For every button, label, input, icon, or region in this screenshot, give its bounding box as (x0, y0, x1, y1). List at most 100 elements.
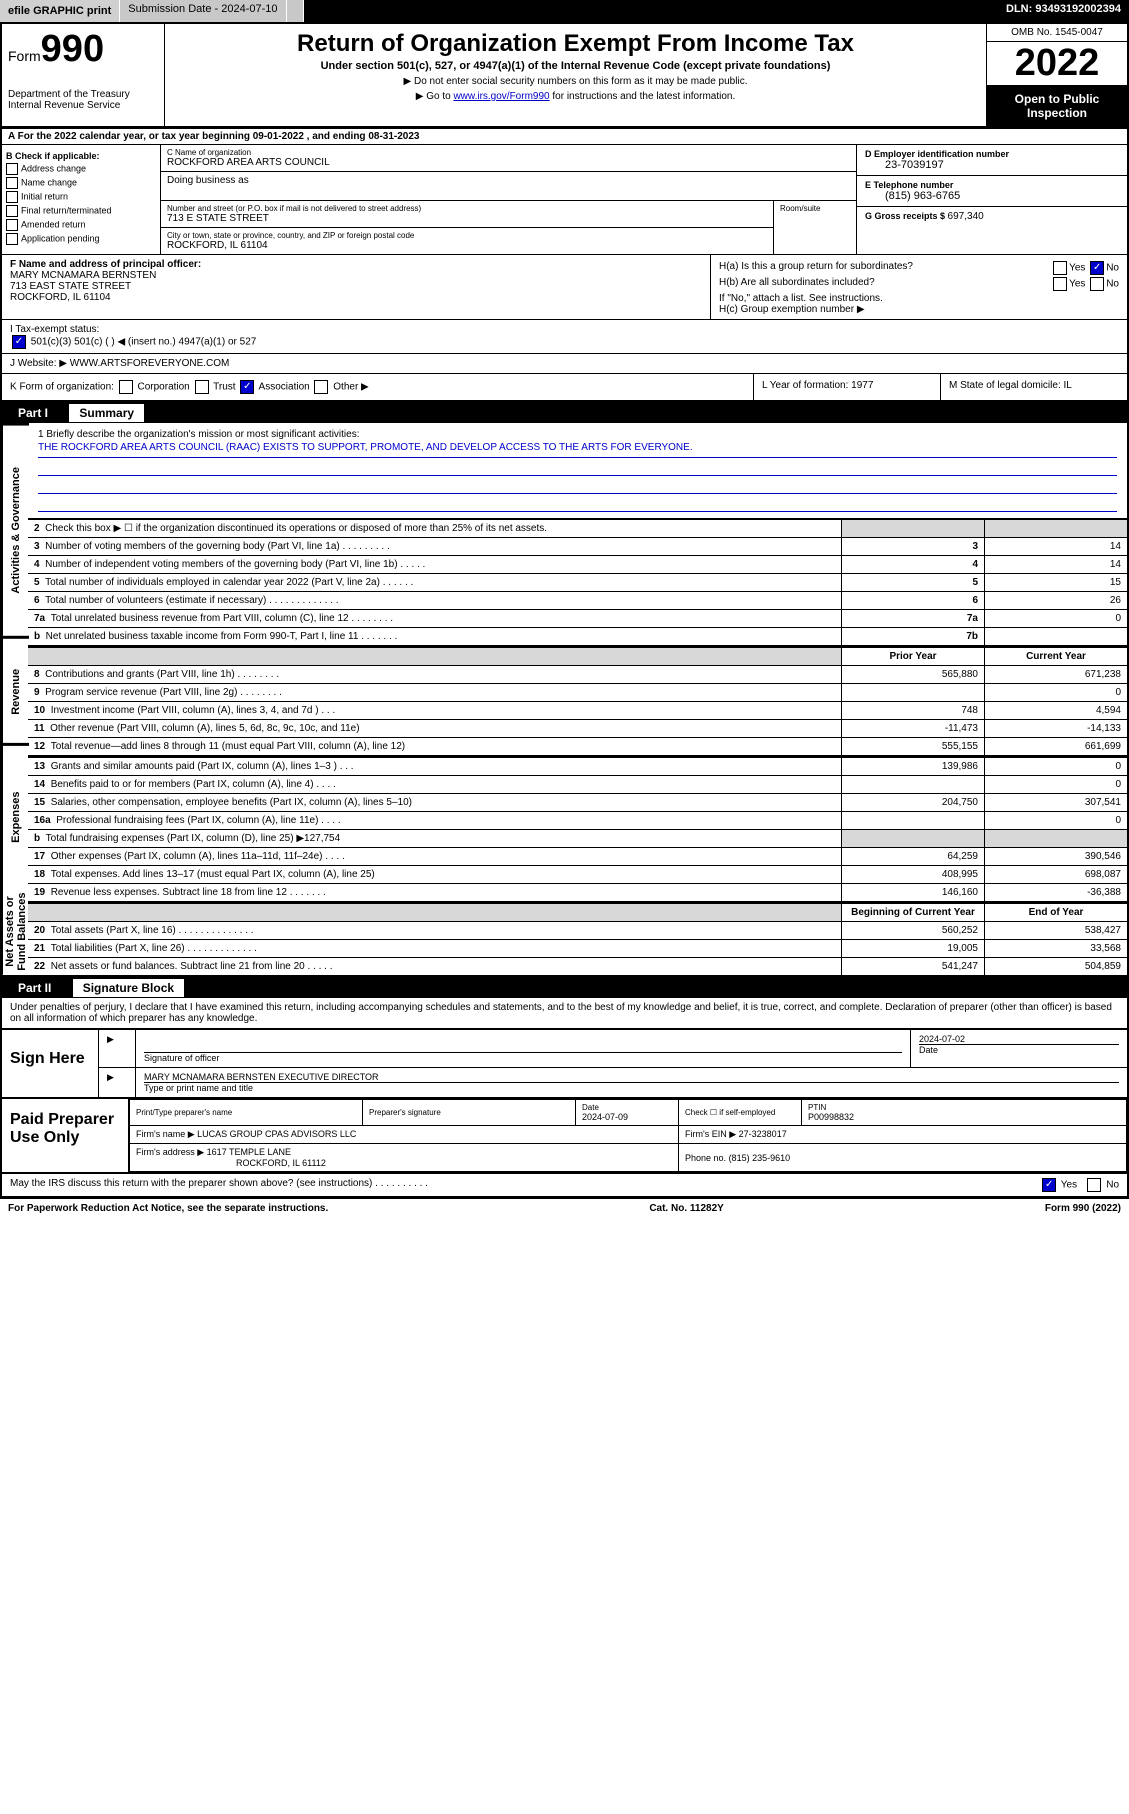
mission-block: 1 Briefly describe the organization's mi… (28, 423, 1127, 519)
line22-begin: 541,247 (842, 958, 985, 976)
topbar: efile GRAPHIC print Submission Date - 20… (0, 0, 1129, 22)
l-label: L Year of formation: (762, 380, 851, 391)
col-de: D Employer identification number 23-7039… (857, 145, 1127, 254)
line17-desc: Other expenses (Part IX, column (A), lin… (51, 851, 345, 862)
officer-name-value: MARY MCNAMARA BERNSTEN EXECUTIVE DIRECTO… (144, 1072, 1119, 1082)
mission-blank-1 (38, 458, 1117, 476)
chk-association[interactable]: ✓ (240, 380, 254, 394)
governance-table: 2 Check this box ▶ ☐ if the organization… (28, 519, 1127, 975)
line20-end: 538,427 (985, 922, 1128, 940)
chk-trust[interactable] (195, 380, 209, 394)
year-formation: L Year of formation: 1977 (753, 374, 940, 400)
ein-cell: D Employer identification number 23-7039… (857, 145, 1127, 176)
arrow-icon: ▶ (99, 1068, 135, 1097)
note-goto: ▶ Go to www.irs.gov/Form990 for instruct… (173, 91, 978, 102)
i-label: I Tax-exempt status: (10, 324, 99, 335)
m-value: IL (1064, 380, 1072, 391)
note-ssn: ▶ Do not enter social security numbers o… (173, 76, 978, 87)
val-5: 15 (985, 574, 1128, 592)
irs-discuss-question: May the IRS discuss this return with the… (10, 1178, 428, 1192)
efile-print-button[interactable]: efile GRAPHIC print (0, 0, 120, 22)
spacer (287, 0, 304, 22)
part2-number: Part II (10, 979, 59, 997)
officer-addr2: ROCKFORD, IL 61104 (10, 292, 702, 303)
sig-date-cell: 2024-07-02 Date (910, 1030, 1127, 1067)
firm-name-value: LUCAS GROUP CPAS ADVISORS LLC (197, 1129, 356, 1139)
footer: For Paperwork Reduction Act Notice, see … (0, 1197, 1129, 1218)
sig-date-value: 2024-07-02 (919, 1034, 1119, 1044)
chk-name-change[interactable]: Name change (6, 177, 156, 189)
prep-date-value: 2024-07-09 (582, 1112, 672, 1122)
prep-name-label: Print/Type preparer's name (136, 1108, 356, 1117)
chk-initial-return[interactable]: Initial return (6, 191, 156, 203)
chk-other[interactable] (314, 380, 328, 394)
line18-desc: Total expenses. Add lines 13–17 (must eq… (51, 869, 375, 880)
line19-desc: Revenue less expenses. Subtract line 18 … (51, 887, 326, 898)
officer-name-title: MARY MCNAMARA BERNSTEN EXECUTIVE DIRECTO… (135, 1068, 1127, 1097)
state-domicile: M State of legal domicile: IL (940, 374, 1127, 400)
line12-current: 661,699 (985, 738, 1128, 757)
room-suite-cell: Room/suite (774, 201, 856, 254)
irs-link[interactable]: www.irs.gov/Form990 (453, 91, 549, 102)
dln-label: DLN: 93493192002394 (998, 0, 1129, 22)
hb-yes-checkbox[interactable] (1053, 277, 1067, 291)
table-row: 19 Revenue less expenses. Subtract line … (28, 884, 1127, 903)
ha-yes-checkbox[interactable] (1053, 261, 1067, 275)
phone-value: (815) 963-6765 (865, 190, 1119, 202)
department-label: Department of the Treasury Internal Reve… (8, 89, 158, 111)
chk-corporation[interactable] (119, 380, 133, 394)
sign-right: ▶ Signature of officer 2024-07-02 Date ▶… (99, 1030, 1127, 1097)
part1-header: Part I Summary (0, 403, 1129, 423)
chk-amended-return[interactable]: Amended return (6, 219, 156, 231)
col-b-check-applicable: B Check if applicable: Address change Na… (2, 145, 161, 254)
ha-no-checkbox[interactable]: ✓ (1090, 261, 1104, 275)
line6-desc: Total number of volunteers (estimate if … (45, 595, 338, 606)
city-value: ROCKFORD, IL 61104 (167, 240, 767, 251)
l-value: 1977 (851, 380, 873, 391)
row-j: J Website: ▶ WWW.ARTSFOREVERYONE.COM (0, 354, 1129, 374)
arrow-icon: ▶ (99, 1030, 135, 1067)
table-row: 14 Benefits paid to or for members (Part… (28, 776, 1127, 794)
note-goto-post: for instructions and the latest informat… (550, 91, 736, 102)
street-cell: Number and street (or P.O. box if mail i… (161, 201, 773, 228)
table-row: 20 Total assets (Part X, line 16) . . . … (28, 922, 1127, 940)
table-row: 9 Program service revenue (Part VIII, li… (28, 684, 1127, 702)
form-header: Form990 Department of the Treasury Inter… (0, 22, 1129, 129)
line13-desc: Grants and similar amounts paid (Part IX… (51, 761, 354, 772)
line20-desc: Total assets (Part X, line 16) . . . . .… (51, 925, 254, 936)
chk-501c3[interactable]: ✓ (12, 335, 26, 349)
end-year-header: End of Year (985, 903, 1128, 922)
table-row: 7a Total unrelated business revenue from… (28, 610, 1127, 628)
table-row: 13 Grants and similar amounts paid (Part… (28, 757, 1127, 776)
dba-label: Doing business as (167, 175, 850, 186)
prep-sig-label: Preparer's signature (369, 1108, 569, 1117)
gross-receipts-value: 697,340 (948, 211, 984, 222)
line13-current: 0 (985, 757, 1128, 776)
table-row: 18 Total expenses. Add lines 13–17 (must… (28, 866, 1127, 884)
chk-application-pending[interactable]: Application pending (6, 233, 156, 245)
hb-no-checkbox[interactable] (1090, 277, 1104, 291)
irs-discuss-answer: ✓ Yes No (1040, 1178, 1119, 1192)
box-3: 3 (842, 538, 985, 556)
line21-end: 33,568 (985, 940, 1128, 958)
discuss-no-checkbox[interactable] (1087, 1178, 1101, 1192)
col-h-group: H(a) Is this a group return for subordin… (711, 255, 1127, 319)
table-row: b Net unrelated business taxable income … (28, 628, 1127, 647)
chk-final-return[interactable]: Final return/terminated (6, 205, 156, 217)
line18-prior: 408,995 (842, 866, 985, 884)
firm-name-label: Firm's name ▶ (136, 1129, 195, 1139)
signature-of-officer: Signature of officer (135, 1030, 910, 1067)
line22-desc: Net assets or fund balances. Subtract li… (51, 961, 333, 972)
hb-label: H(b) Are all subordinates included? (719, 277, 875, 291)
chk-address-change[interactable]: Address change (6, 163, 156, 175)
k-text: K Form of organization: (10, 382, 117, 393)
sig-row-1: ▶ Signature of officer 2024-07-02 Date (99, 1030, 1127, 1068)
line8-desc: Contributions and grants (Part VIII, lin… (45, 669, 279, 680)
box-7b: 7b (842, 628, 985, 647)
form-subtitle: Under section 501(c), 527, or 4947(a)(1)… (173, 60, 978, 72)
city-cell: City or town, state or province, country… (161, 228, 773, 254)
line3-desc: Number of voting members of the governin… (45, 541, 390, 552)
discuss-yes-checkbox[interactable]: ✓ (1042, 1178, 1056, 1192)
line9-desc: Program service revenue (Part VIII, line… (45, 687, 282, 698)
table-row: 5 Total number of individuals employed i… (28, 574, 1127, 592)
